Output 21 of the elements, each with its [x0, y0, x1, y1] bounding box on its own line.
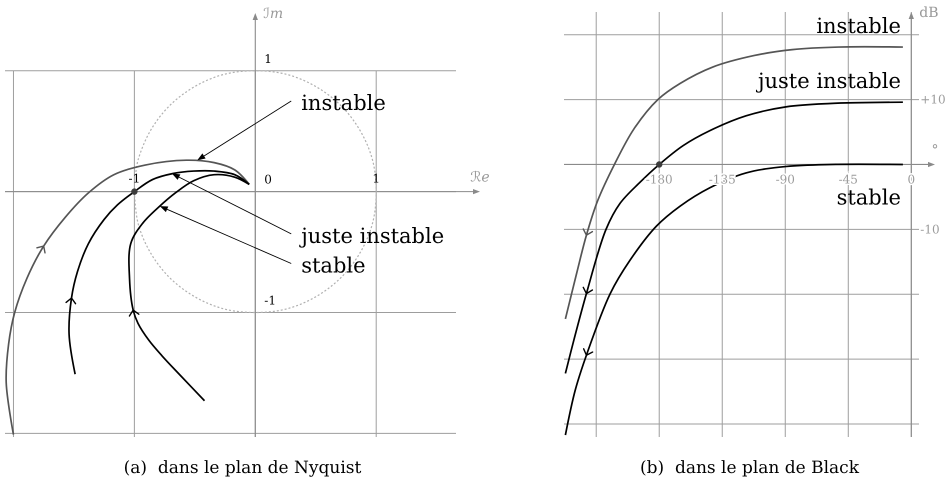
- y-tick-label: +10: [920, 92, 946, 107]
- annotation: stable: [301, 253, 366, 278]
- series-label: stable: [836, 185, 901, 210]
- y-tick-label: 1: [264, 52, 272, 66]
- x-tick-label: 1: [372, 172, 380, 186]
- y-tick-label: -10: [920, 222, 940, 236]
- y-axis-title: ℐm: [263, 6, 284, 22]
- annotation: instable: [301, 91, 386, 116]
- line-series: [564, 101, 904, 374]
- y-tick-label: -1: [264, 294, 276, 308]
- line-series: [564, 46, 904, 320]
- text: (b) dans le plan de Black: [640, 458, 860, 478]
- text: (a) dans le plan de Nyquist: [124, 458, 362, 478]
- x-tick-label: -1: [128, 172, 140, 186]
- x-axis-title: ℛe: [470, 170, 490, 186]
- line-series: [564, 163, 904, 436]
- series-label: juste instable: [754, 69, 901, 94]
- x-axis-title: °: [932, 142, 938, 158]
- annotation: juste instable: [298, 224, 444, 248]
- y-axis-title: dB: [919, 5, 939, 21]
- series-label: instable: [816, 14, 901, 38]
